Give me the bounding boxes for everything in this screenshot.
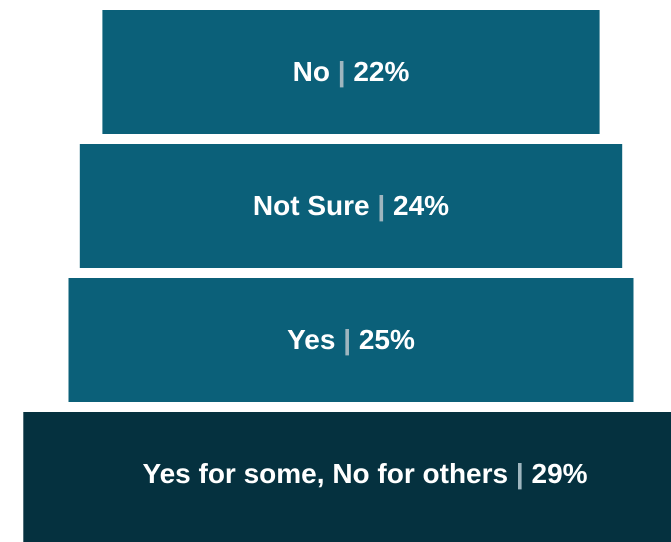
value-label: 29% — [532, 458, 588, 489]
category-label: Yes for some, No for others — [142, 458, 508, 489]
value-label: 25% — [359, 324, 415, 355]
category-label: Not Sure — [253, 190, 370, 221]
value-label: 24% — [393, 190, 449, 221]
bar — [68, 278, 634, 402]
category-label: Yes — [287, 324, 335, 355]
value-label: 22% — [353, 56, 409, 87]
bar-label: Yes for some, No for others | 29% — [142, 458, 587, 489]
separator: | — [343, 324, 351, 355]
bar-label: Not Sure | 24% — [253, 190, 449, 221]
separator: | — [338, 56, 346, 87]
bar — [102, 10, 600, 134]
bar — [23, 412, 671, 542]
bar — [79, 144, 623, 268]
separator: | — [516, 458, 524, 489]
bar-label: No | 22% — [293, 56, 410, 87]
bar-label: Yes | 25% — [287, 324, 415, 355]
separator: | — [377, 190, 385, 221]
category-label: No — [293, 56, 330, 87]
